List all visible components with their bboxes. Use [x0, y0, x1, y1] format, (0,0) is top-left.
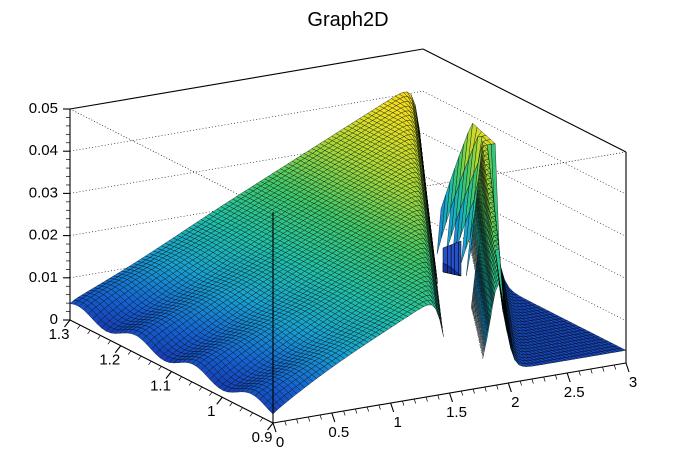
svg-text:0.05: 0.05	[29, 100, 58, 117]
svg-text:0.5: 0.5	[328, 424, 349, 441]
svg-text:0.04: 0.04	[29, 142, 58, 159]
svg-text:1.3: 1.3	[49, 326, 70, 343]
svg-text:1: 1	[207, 403, 215, 420]
svg-text:1.2: 1.2	[99, 352, 120, 369]
svg-text:0.03: 0.03	[29, 184, 58, 201]
svg-text:1.5: 1.5	[446, 404, 467, 421]
svg-text:2: 2	[511, 394, 519, 411]
svg-text:2.5: 2.5	[564, 384, 585, 401]
svg-text:0.01: 0.01	[29, 269, 58, 286]
svg-text:0.9: 0.9	[252, 429, 273, 446]
svg-text:0.02: 0.02	[29, 227, 58, 244]
svg-text:1: 1	[393, 414, 401, 431]
svg-text:1.1: 1.1	[150, 377, 171, 394]
svg-text:0: 0	[276, 434, 284, 451]
svg-text:3: 3	[629, 374, 637, 391]
